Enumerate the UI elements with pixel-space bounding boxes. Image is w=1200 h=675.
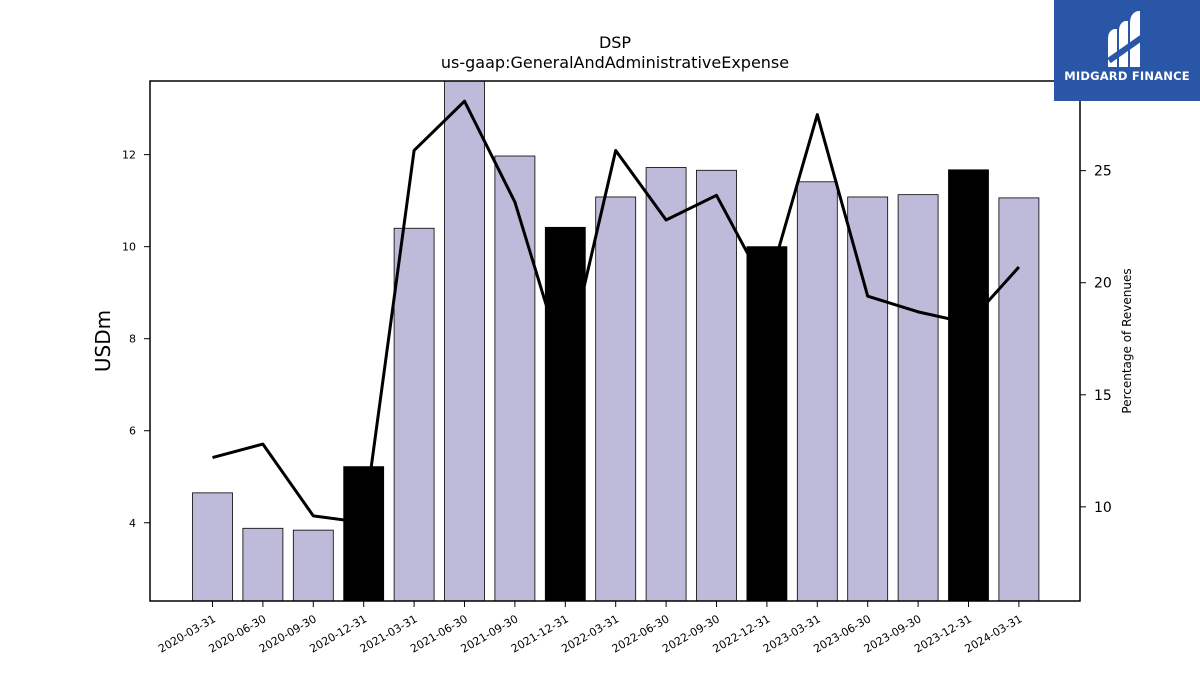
right-axis: 10 15 20 25 <box>1080 164 1112 516</box>
plot-frame <box>149 80 1081 602</box>
bar-2024-03-31 <box>998 197 1040 602</box>
chart-title: DSP <box>599 33 631 52</box>
y-tick-label: 12 <box>122 149 136 162</box>
left-axis: 4 6 8 10 12 <box>122 149 150 530</box>
bar-2021-09-30 <box>494 155 536 602</box>
chart-subtitle: us-gaap:GeneralAndAdministrativeExpense <box>441 53 789 72</box>
x-axis: 2020-03-312020-06-302020-09-302020-12-31… <box>156 601 1024 656</box>
y-tick-label: 8 <box>129 333 136 346</box>
bar-2020-12-31 <box>343 466 385 602</box>
bar-2023-03-31 <box>796 181 838 602</box>
logo-text: MIDGARD FINANCE <box>1064 69 1190 83</box>
bar-2020-03-31 <box>192 492 233 602</box>
midgard-finance-logo: MIDGARD FINANCE <box>1054 0 1200 101</box>
bar-2022-03-31 <box>595 196 637 602</box>
bar-2021-03-31 <box>393 227 435 602</box>
bar-2020-06-30 <box>242 527 284 602</box>
bar-2022-09-30 <box>696 169 737 602</box>
y2-tick-label: 20 <box>1094 276 1112 292</box>
y2-tick-label: 15 <box>1094 388 1112 404</box>
y-tick-label: 6 <box>129 425 136 438</box>
bar-series <box>192 80 1040 602</box>
x-tick-label: 2024-03-31 <box>963 612 1025 655</box>
bar-2022-12-31 <box>746 246 788 602</box>
y2-axis-label: Percentage of Revenues <box>1120 268 1134 413</box>
bar-2021-12-31 <box>544 226 586 602</box>
bar-2022-06-30 <box>645 167 687 602</box>
y2-tick-label: 10 <box>1094 500 1112 516</box>
logo-mark-icon <box>1107 11 1147 67</box>
bar-2023-12-31 <box>948 169 989 602</box>
y2-tick-label: 25 <box>1094 164 1112 180</box>
bar-2023-09-30 <box>897 194 939 602</box>
y-axis-label: USDm <box>91 310 115 372</box>
bar-2020-09-30 <box>292 529 334 602</box>
line-series <box>212 99 1021 525</box>
bar-2021-06-30 <box>444 80 485 602</box>
bar-2023-06-30 <box>847 196 889 602</box>
y-tick-label: 10 <box>122 241 136 254</box>
y-tick-label: 4 <box>129 517 136 530</box>
